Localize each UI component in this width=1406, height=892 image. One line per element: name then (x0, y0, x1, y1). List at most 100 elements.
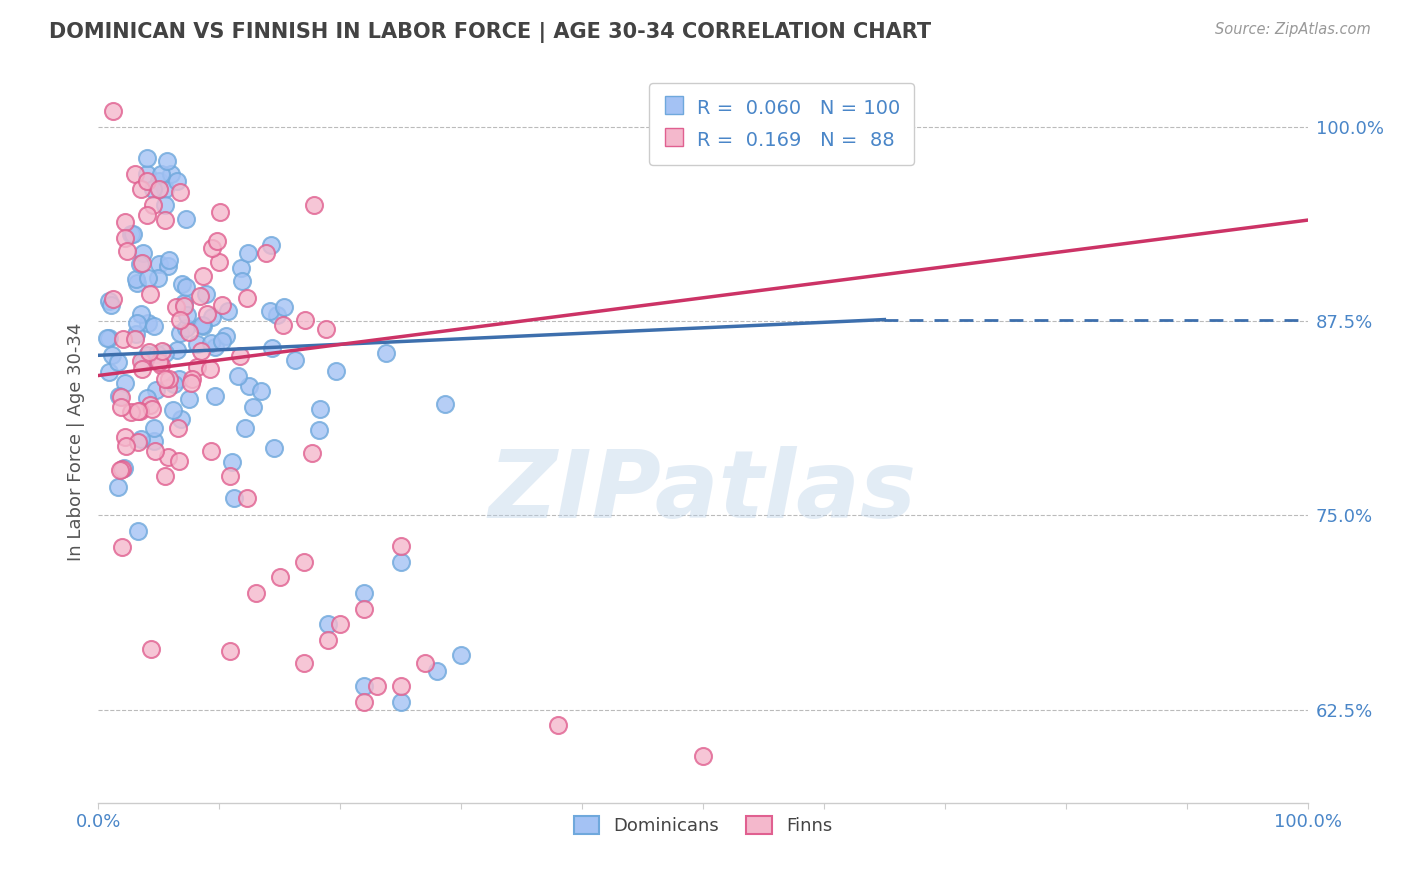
Point (233, 421, 256, 435)
Point (110, 462, 132, 476)
Point (235, 491, 257, 506)
Point (153, 213, 176, 227)
Point (353, 601, 375, 615)
Point (316, 632, 339, 647)
Point (269, 570, 291, 584)
Point (108, 389, 131, 403)
Point (136, 271, 159, 285)
Point (204, 340, 226, 354)
Point (156, 153, 179, 168)
Point (211, 334, 233, 348)
Point (124, 167, 146, 181)
Point (146, 271, 169, 285)
Point (149, 167, 172, 181)
Text: DOMINICAN VS FINNISH IN LABOR FORCE | AGE 30-34 CORRELATION CHART: DOMINICAN VS FINNISH IN LABOR FORCE | AG… (49, 22, 931, 44)
Point (389, 679, 412, 693)
Point (413, 656, 436, 670)
Point (200, 336, 222, 351)
Point (353, 679, 375, 693)
Point (129, 354, 152, 368)
Point (124, 272, 146, 286)
Point (127, 435, 149, 450)
Point (209, 205, 232, 219)
Point (135, 391, 157, 405)
Point (191, 318, 214, 332)
Point (127, 404, 149, 418)
Point (129, 257, 152, 271)
Point (353, 586, 375, 600)
Point (167, 372, 190, 386)
Point (153, 346, 176, 360)
Point (98, 294, 121, 309)
Point (200, 361, 222, 376)
Point (143, 434, 166, 448)
Point (115, 244, 138, 258)
Point (294, 313, 316, 327)
Point (302, 197, 325, 211)
Point (228, 349, 250, 363)
Point (229, 261, 252, 276)
Point (163, 377, 186, 392)
Point (263, 441, 285, 455)
Point (148, 182, 170, 196)
Point (128, 403, 150, 417)
Point (135, 167, 157, 181)
Point (107, 480, 129, 494)
Point (174, 321, 197, 335)
Point (157, 259, 180, 273)
Point (315, 322, 337, 336)
Point (110, 400, 132, 414)
Point (194, 286, 217, 301)
Point (260, 237, 283, 252)
Point (231, 274, 253, 288)
Point (111, 541, 134, 555)
Point (217, 304, 239, 318)
Point (122, 227, 145, 241)
Point (173, 295, 195, 310)
Point (111, 461, 134, 475)
Point (129, 182, 152, 196)
Point (101, 104, 124, 119)
Point (201, 310, 224, 324)
Point (245, 586, 267, 600)
Point (316, 617, 339, 632)
Point (166, 301, 188, 315)
Point (97, 331, 120, 345)
Point (153, 469, 176, 483)
Point (136, 348, 159, 362)
Point (692, 749, 714, 764)
Point (177, 325, 200, 339)
Point (153, 197, 176, 211)
Point (271, 318, 294, 332)
Point (96, 331, 118, 345)
Point (114, 430, 136, 444)
Point (145, 444, 167, 458)
Point (160, 167, 183, 181)
Point (450, 648, 472, 663)
Point (389, 540, 412, 554)
Point (112, 461, 135, 475)
Point (329, 617, 352, 632)
Point (215, 329, 238, 343)
Point (236, 246, 259, 260)
Point (142, 197, 165, 211)
Point (148, 174, 170, 188)
Point (129, 307, 152, 321)
Point (260, 341, 283, 355)
Point (254, 245, 277, 260)
Point (325, 364, 347, 378)
Point (157, 381, 180, 395)
Point (131, 362, 153, 376)
Point (162, 403, 184, 417)
Point (153, 371, 176, 385)
Point (219, 469, 242, 483)
Point (176, 308, 198, 322)
Point (174, 211, 197, 226)
Point (186, 337, 208, 351)
Point (211, 298, 233, 312)
Point (100, 298, 122, 312)
Point (201, 241, 224, 255)
Point (200, 444, 222, 458)
Point (166, 343, 188, 357)
Point (180, 372, 202, 386)
